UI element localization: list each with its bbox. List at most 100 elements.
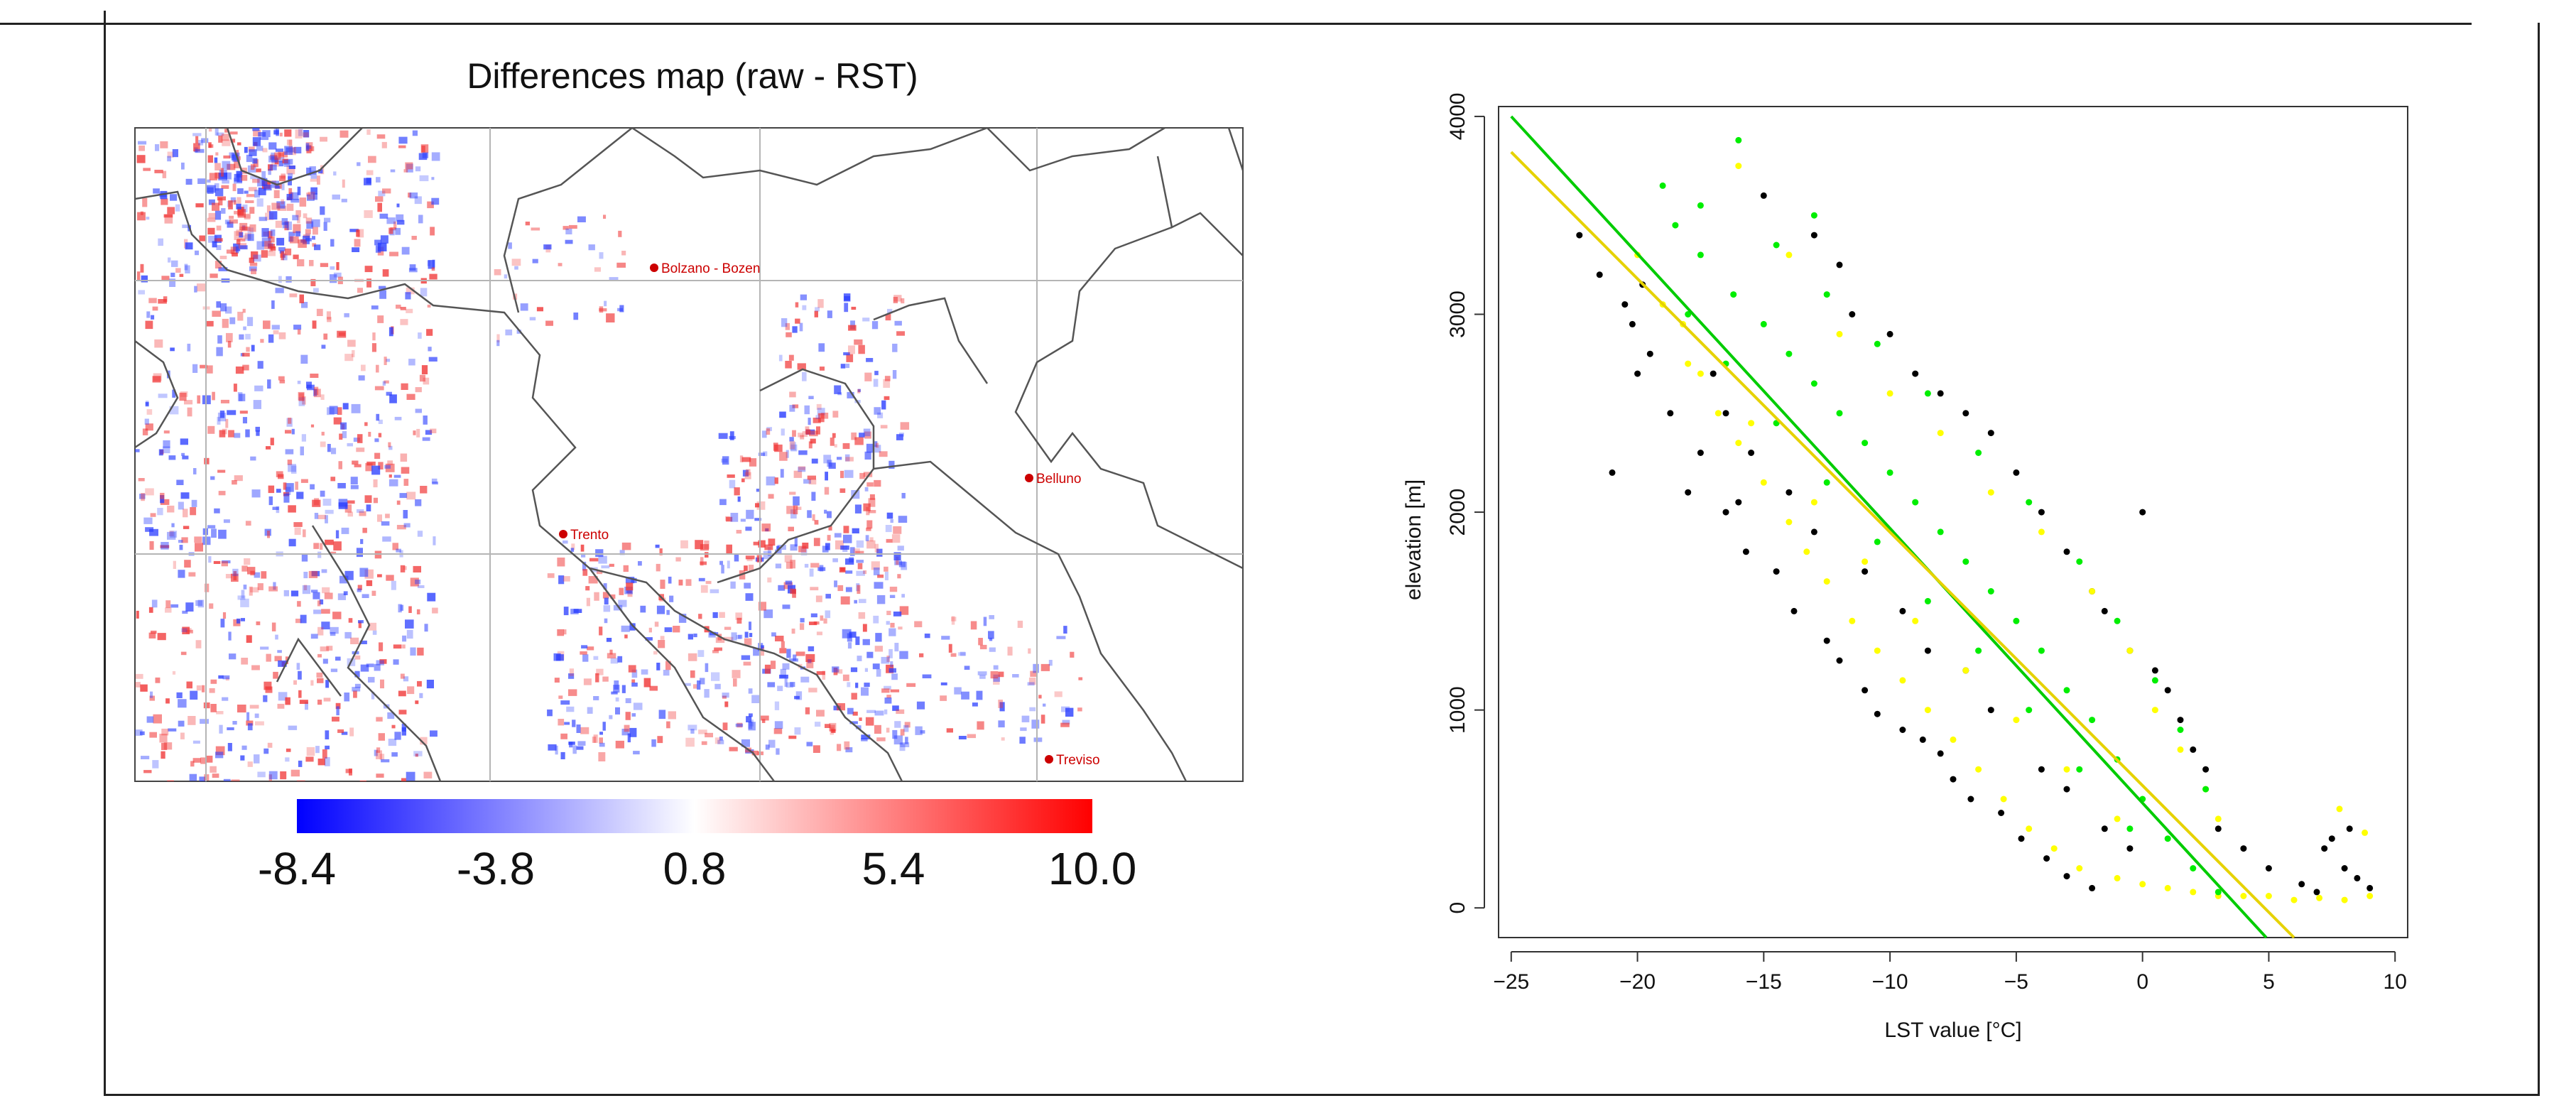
diff-pixel <box>415 700 419 705</box>
diff-pixel <box>844 741 850 750</box>
diff-pixel <box>573 313 579 320</box>
point-black-54 <box>2298 881 2305 888</box>
diff-pixel <box>940 695 947 701</box>
diff-pixel <box>165 600 171 609</box>
diff-pixel <box>302 585 311 594</box>
diff-pixel <box>253 130 261 137</box>
y-tick-label-0: 0 <box>1446 902 1469 914</box>
diff-pixel <box>735 612 743 620</box>
diff-pixel <box>152 760 159 769</box>
diff-pixel <box>806 659 814 668</box>
diff-pixel <box>859 599 866 604</box>
diff-pixel <box>808 479 817 485</box>
diff-pixel <box>267 231 273 239</box>
point-black-41 <box>2063 548 2070 555</box>
diff-pixel <box>368 432 371 437</box>
diff-pixel <box>220 619 225 628</box>
diff-pixel <box>237 197 241 204</box>
diff-pixel <box>760 647 764 656</box>
diff-pixel <box>320 206 325 215</box>
diff-pixel <box>780 668 786 678</box>
diff-pixel <box>905 737 908 744</box>
diff-pixel <box>548 744 557 751</box>
diff-pixel <box>771 632 776 637</box>
diff-pixel <box>767 577 772 583</box>
point-black-15 <box>1790 607 1798 614</box>
diff-pixel <box>163 440 170 448</box>
diff-pixel <box>594 267 601 272</box>
diff-pixel <box>428 347 432 352</box>
diff-pixel <box>778 354 783 362</box>
diff-pixel <box>536 307 543 312</box>
diff-pixel <box>790 560 795 569</box>
diff-pixel <box>206 755 213 763</box>
diff-pixel <box>244 146 248 153</box>
diff-pixel <box>343 591 348 595</box>
diff-pixel <box>241 590 245 599</box>
diff-pixel <box>832 411 839 418</box>
diff-pixel <box>325 745 330 749</box>
diff-pixel <box>891 534 901 543</box>
diff-pixel <box>378 462 384 469</box>
diff-pixel <box>825 472 828 481</box>
diff-pixel <box>648 627 652 633</box>
diff-pixel <box>249 705 259 709</box>
diff-pixel <box>271 300 275 309</box>
diff-pixel <box>244 190 249 194</box>
diff-pixel <box>818 343 825 352</box>
diff-pixel <box>261 571 267 579</box>
diff-pixel <box>330 631 336 636</box>
diff-pixel <box>170 194 178 201</box>
diff-pixel <box>339 575 349 584</box>
diff-pixel <box>663 670 670 676</box>
diff-pixel <box>899 433 904 437</box>
diff-pixel <box>192 133 202 136</box>
diff-pixel <box>150 513 156 517</box>
diff-pixel <box>303 130 310 138</box>
diff-pixel <box>916 701 925 710</box>
diff-pixel <box>618 599 627 607</box>
diff-pixel <box>613 685 620 693</box>
x-tick-label-2: −15 <box>1746 970 1782 994</box>
diff-pixel <box>274 158 279 165</box>
diff-pixel <box>825 724 831 728</box>
diff-pixel <box>790 544 798 551</box>
point-black-6 <box>1634 370 1641 377</box>
point-black-55 <box>2328 835 2335 842</box>
x-tick-label-7: 10 <box>2384 970 2407 994</box>
diff-pixel <box>219 256 227 259</box>
diff-pixel <box>854 339 863 345</box>
diff-pixel <box>254 754 260 764</box>
point-black-7 <box>1646 350 1653 357</box>
diff-pixel <box>599 252 604 259</box>
diff-pixel <box>399 493 408 499</box>
diff-pixel <box>212 310 221 317</box>
diff-pixel <box>631 713 636 717</box>
diff-pixel <box>317 626 324 636</box>
diff-pixel <box>278 276 282 283</box>
diff-pixel <box>744 472 751 479</box>
diff-pixel <box>223 155 231 159</box>
diff-pixel <box>744 638 752 646</box>
diff-pixel <box>784 678 788 687</box>
diff-pixel <box>169 278 176 287</box>
diff-pixel <box>228 200 233 210</box>
diff-pixel <box>210 766 217 773</box>
diff-pixel <box>271 622 276 631</box>
diff-pixel <box>285 449 294 455</box>
diff-pixel <box>237 207 244 216</box>
diff-pixel <box>735 723 744 727</box>
diff-pixel <box>850 667 858 673</box>
diff-pixel <box>621 685 626 693</box>
diff-pixel <box>398 690 406 697</box>
diff-pixel <box>629 623 636 631</box>
diff-pixel <box>293 680 297 685</box>
point-yellow-22 <box>2164 884 2171 891</box>
diff-pixel <box>529 317 536 321</box>
diff-pixel <box>844 303 849 313</box>
city-markers: Bolzano - Bozen Trento Belluno Treviso <box>559 261 1100 768</box>
diff-pixel <box>763 451 768 457</box>
diff-pixel <box>245 429 250 438</box>
diff-pixel <box>924 634 930 639</box>
diff-pixel <box>286 748 291 752</box>
